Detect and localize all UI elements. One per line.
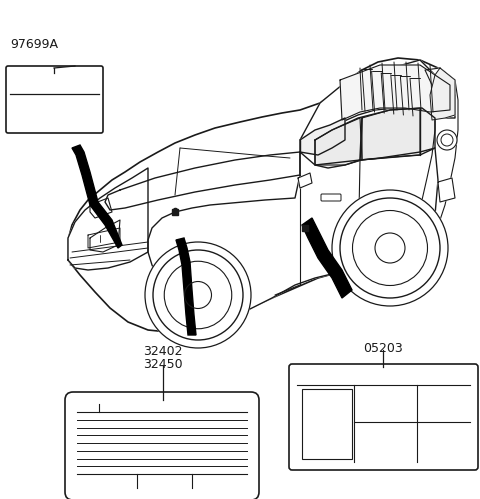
Polygon shape <box>438 178 455 202</box>
Polygon shape <box>68 58 455 332</box>
Polygon shape <box>340 65 450 120</box>
Polygon shape <box>300 118 345 155</box>
FancyBboxPatch shape <box>321 194 341 201</box>
Text: 05203: 05203 <box>363 342 403 355</box>
Circle shape <box>340 198 440 298</box>
Polygon shape <box>148 148 438 322</box>
Polygon shape <box>300 60 455 140</box>
Circle shape <box>164 261 232 329</box>
Polygon shape <box>176 238 196 335</box>
FancyBboxPatch shape <box>65 392 259 499</box>
Circle shape <box>352 211 428 285</box>
Polygon shape <box>72 145 122 248</box>
Circle shape <box>437 130 457 150</box>
Circle shape <box>441 134 453 146</box>
Circle shape <box>375 233 405 263</box>
Circle shape <box>153 250 243 340</box>
Polygon shape <box>68 168 148 270</box>
Text: 32402: 32402 <box>143 345 183 358</box>
Text: 97699A: 97699A <box>10 38 58 51</box>
Polygon shape <box>415 68 458 248</box>
FancyBboxPatch shape <box>6 66 103 133</box>
Polygon shape <box>298 173 312 188</box>
Polygon shape <box>362 108 420 160</box>
Polygon shape <box>315 118 362 165</box>
Polygon shape <box>302 218 352 298</box>
FancyBboxPatch shape <box>289 364 478 470</box>
Circle shape <box>332 190 448 306</box>
Polygon shape <box>315 108 435 168</box>
Polygon shape <box>90 220 120 252</box>
Polygon shape <box>430 68 455 120</box>
Text: 32450: 32450 <box>143 358 183 371</box>
Bar <box>302 389 352 459</box>
Circle shape <box>145 242 251 348</box>
Polygon shape <box>105 152 300 210</box>
Circle shape <box>184 281 212 308</box>
